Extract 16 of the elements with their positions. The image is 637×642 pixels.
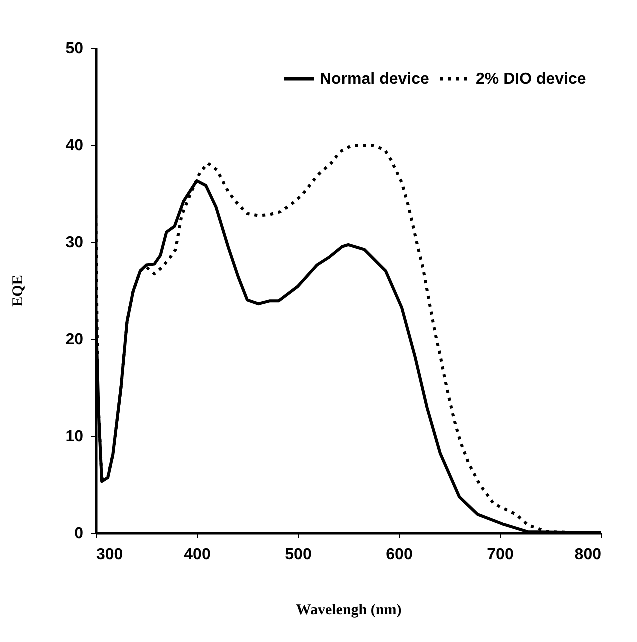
x-tick-label: 400: [184, 546, 211, 564]
legend-label: Normal device: [320, 71, 430, 88]
y-tick-label: 50: [66, 40, 84, 58]
y-tick-label: 30: [66, 234, 84, 252]
y-tick-label: 0: [74, 526, 84, 542]
x-axis-title: Wavelengh (nm): [296, 602, 402, 618]
y-tick-label: 40: [66, 138, 84, 154]
legend-label: 2% DIO device: [476, 71, 586, 88]
y-tick-label: 10: [66, 428, 84, 446]
x-tick-label: 700: [487, 546, 514, 564]
y-tick-label: 20: [66, 332, 84, 348]
x-tick-label: 600: [386, 546, 413, 564]
x-tick-label: 800: [574, 546, 602, 564]
x-tick-label: 500: [285, 546, 312, 564]
x-tick-label: 300: [96, 546, 124, 564]
y-axis-title: EQE: [10, 275, 27, 307]
